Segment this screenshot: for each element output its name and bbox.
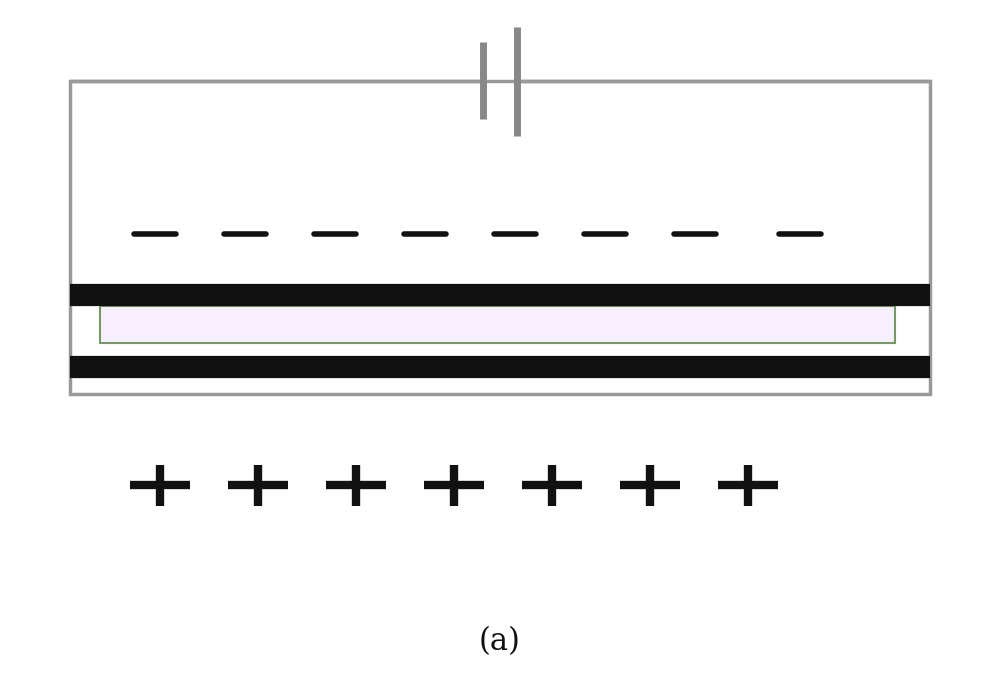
Text: (a): (a)	[479, 626, 521, 657]
Bar	[100, 306, 895, 343]
Bar	[70, 81, 930, 394]
